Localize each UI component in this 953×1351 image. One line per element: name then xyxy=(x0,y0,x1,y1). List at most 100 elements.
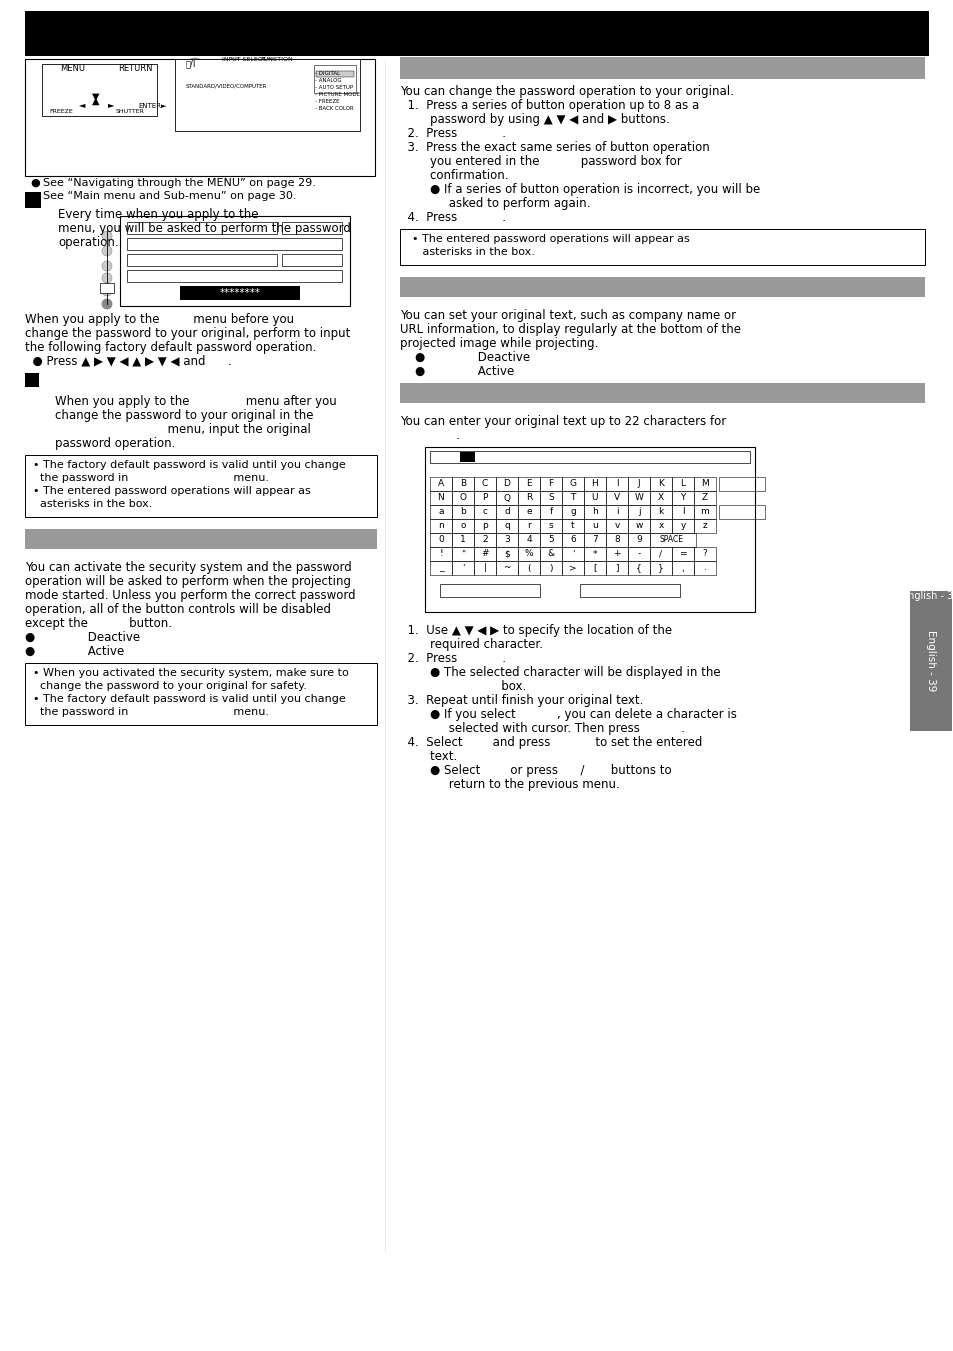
Text: menu, input the original: menu, input the original xyxy=(55,423,311,436)
Bar xyxy=(517,505,539,519)
Text: See “Main menu and Sub-menu” on page 30.: See “Main menu and Sub-menu” on page 30. xyxy=(43,190,296,201)
Text: return to the previous menu.: return to the previous menu. xyxy=(399,778,619,790)
Bar xyxy=(605,490,627,505)
Bar xyxy=(605,561,627,576)
Text: ●              Deactive: ● Deactive xyxy=(25,631,140,644)
Text: text.: text. xyxy=(399,750,456,763)
Text: e: e xyxy=(526,508,531,516)
Text: h: h xyxy=(592,508,598,516)
Text: ● If a series of button operation is incorrect, you will be: ● If a series of button operation is inc… xyxy=(399,182,760,196)
Text: required character.: required character. xyxy=(399,638,542,651)
Text: V: V xyxy=(614,493,619,503)
Text: asterisks in the box.: asterisks in the box. xyxy=(405,247,535,257)
Text: ": " xyxy=(460,550,464,558)
Bar xyxy=(671,561,693,576)
Text: ': ' xyxy=(571,550,574,558)
Bar xyxy=(539,490,561,505)
Bar xyxy=(605,477,627,490)
Text: p: p xyxy=(481,521,487,531)
Bar xyxy=(693,505,716,519)
Bar xyxy=(127,270,341,282)
Text: n: n xyxy=(437,521,443,531)
Text: STANDARD/VIDEO/COMPUTER: STANDARD/VIDEO/COMPUTER xyxy=(186,82,267,88)
Text: &: & xyxy=(547,550,554,558)
Bar xyxy=(399,230,924,265)
Bar xyxy=(719,477,764,490)
Text: /: / xyxy=(659,550,661,558)
Bar xyxy=(561,505,583,519)
Bar xyxy=(452,490,474,505)
Text: projected image while projecting.: projected image while projecting. xyxy=(399,336,598,350)
Bar xyxy=(693,490,716,505)
Bar xyxy=(561,519,583,534)
Bar xyxy=(719,505,764,519)
Text: ●              Active: ● Active xyxy=(25,644,124,658)
Circle shape xyxy=(102,299,112,309)
Text: MENU: MENU xyxy=(290,97,311,103)
Text: y: y xyxy=(679,521,685,531)
Text: ● The selected character will be displayed in the: ● The selected character will be display… xyxy=(399,666,720,680)
Text: asterisks in the box.: asterisks in the box. xyxy=(33,499,152,509)
Text: MENU: MENU xyxy=(60,63,85,73)
Bar xyxy=(539,547,561,561)
Text: a: a xyxy=(437,508,443,516)
Text: selected with cursor. Then press           .: selected with cursor. Then press . xyxy=(399,721,684,735)
Circle shape xyxy=(225,58,245,78)
Bar xyxy=(496,534,517,547)
Text: j: j xyxy=(637,508,639,516)
Text: 3: 3 xyxy=(503,535,509,544)
Text: ): ) xyxy=(549,563,552,573)
Bar xyxy=(627,505,649,519)
Bar xyxy=(627,490,649,505)
Bar xyxy=(459,453,475,462)
Text: SPACE: SPACE xyxy=(659,535,683,544)
Bar xyxy=(25,192,41,208)
Text: confirmation.: confirmation. xyxy=(399,169,508,182)
Text: URL information, to display regularly at the bottom of the: URL information, to display regularly at… xyxy=(399,323,740,336)
Text: ● Press ▲ ▶ ▼ ◀ ▲ ▶ ▼ ◀ and      .: ● Press ▲ ▶ ▼ ◀ ▲ ▶ ▼ ◀ and . xyxy=(25,355,232,367)
Bar xyxy=(314,65,355,93)
Text: F: F xyxy=(548,480,553,489)
Bar xyxy=(539,534,561,547)
Bar xyxy=(174,59,359,131)
Text: ENTER►: ENTER► xyxy=(138,103,166,109)
Text: M: M xyxy=(700,480,708,489)
Text: r: r xyxy=(527,521,530,531)
Text: 9: 9 xyxy=(636,535,641,544)
Text: C: C xyxy=(481,480,488,489)
Bar xyxy=(517,490,539,505)
Text: D: D xyxy=(503,480,510,489)
Text: mode started. Unless you perform the correct password: mode started. Unless you perform the cor… xyxy=(25,589,355,603)
Text: 2: 2 xyxy=(481,535,487,544)
Text: H: H xyxy=(591,480,598,489)
Text: T: T xyxy=(570,493,575,503)
Text: x: x xyxy=(658,521,663,531)
Bar xyxy=(583,547,605,561)
Text: the password in                              menu.: the password in menu. xyxy=(33,473,269,484)
Bar xyxy=(583,561,605,576)
Text: FUNCTION: FUNCTION xyxy=(260,57,293,62)
Text: b: b xyxy=(459,508,465,516)
Bar xyxy=(430,519,452,534)
Text: .: . xyxy=(702,563,706,573)
Text: the password in                              menu.: the password in menu. xyxy=(33,707,269,717)
Text: %: % xyxy=(524,550,533,558)
Bar xyxy=(909,590,951,731)
Bar xyxy=(25,530,376,549)
Text: • The entered password operations will appear as: • The entered password operations will a… xyxy=(405,234,689,245)
Text: FREEZE: FREEZE xyxy=(49,109,72,113)
Bar xyxy=(430,505,452,519)
Text: asked to perform again.: asked to perform again. xyxy=(399,197,590,209)
Bar xyxy=(649,561,671,576)
Bar xyxy=(539,505,561,519)
Bar xyxy=(430,490,452,505)
Text: ● If you select           , you can delete a character is: ● If you select , you can delete a chara… xyxy=(399,708,736,721)
Bar xyxy=(100,282,113,293)
Text: box.: box. xyxy=(399,680,526,693)
Text: When you apply to the               menu after you: When you apply to the menu after you xyxy=(55,394,336,408)
Bar xyxy=(649,519,671,534)
Text: !: ! xyxy=(438,550,442,558)
Bar xyxy=(25,59,375,176)
Text: 3.  Repeat until finish your original text.: 3. Repeat until finish your original tex… xyxy=(399,694,642,707)
Text: Y: Y xyxy=(679,493,685,503)
